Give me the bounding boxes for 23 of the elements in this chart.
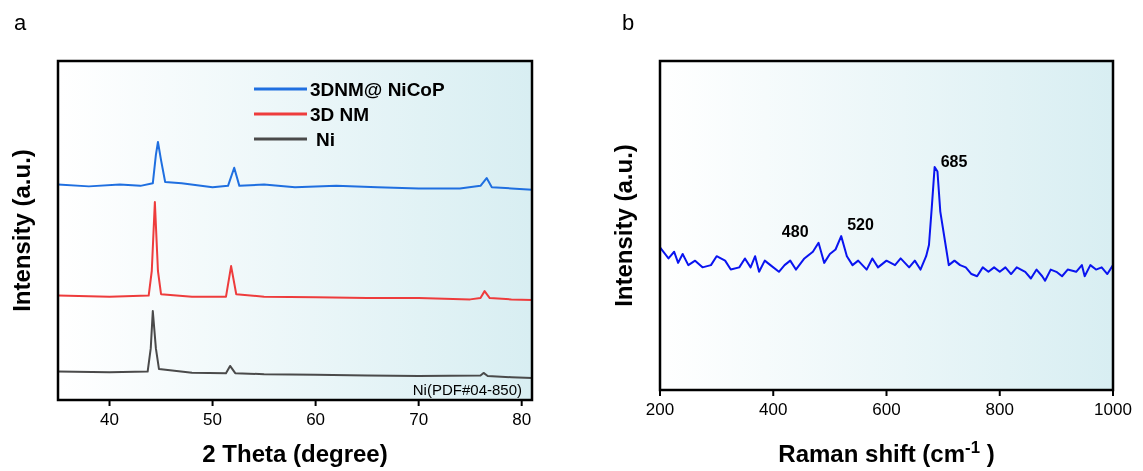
x-tick-label: 60	[306, 410, 326, 429]
x-tick-label: 80	[512, 410, 532, 429]
x-tick-label: 50	[203, 410, 223, 429]
chart-title: a	[14, 10, 27, 35]
y-axis-title: Intensity (a.u.)	[8, 149, 35, 312]
y-axis-title: Intensity (a.u.)	[610, 144, 637, 307]
legend-label: 3D NM	[310, 104, 370, 125]
x-tick-label: 600	[872, 400, 901, 419]
annotation: 480	[781, 222, 809, 240]
x-axis-title: Raman shift (cm$^{-1}$ )	[778, 437, 995, 467]
x-tick-label: 800	[985, 400, 1014, 419]
legend-label: 3DNM@ NiCoP	[310, 79, 445, 100]
x-tick-label: 1000	[1094, 400, 1132, 419]
legend-label: Ni	[316, 129, 335, 150]
annotation: 520	[847, 216, 874, 234]
chart-title: b	[622, 10, 635, 35]
annotation: Ni(PDF#04-850)	[412, 381, 522, 398]
x-tick-label: 200	[645, 400, 675, 419]
annotation: 685	[940, 153, 968, 170]
x-tick-label: 40	[100, 410, 119, 429]
x-axis-title: 2 Theta (degree)	[202, 440, 388, 467]
x-tick-label: 400	[759, 400, 788, 419]
x-tick-label: 70	[409, 410, 429, 429]
